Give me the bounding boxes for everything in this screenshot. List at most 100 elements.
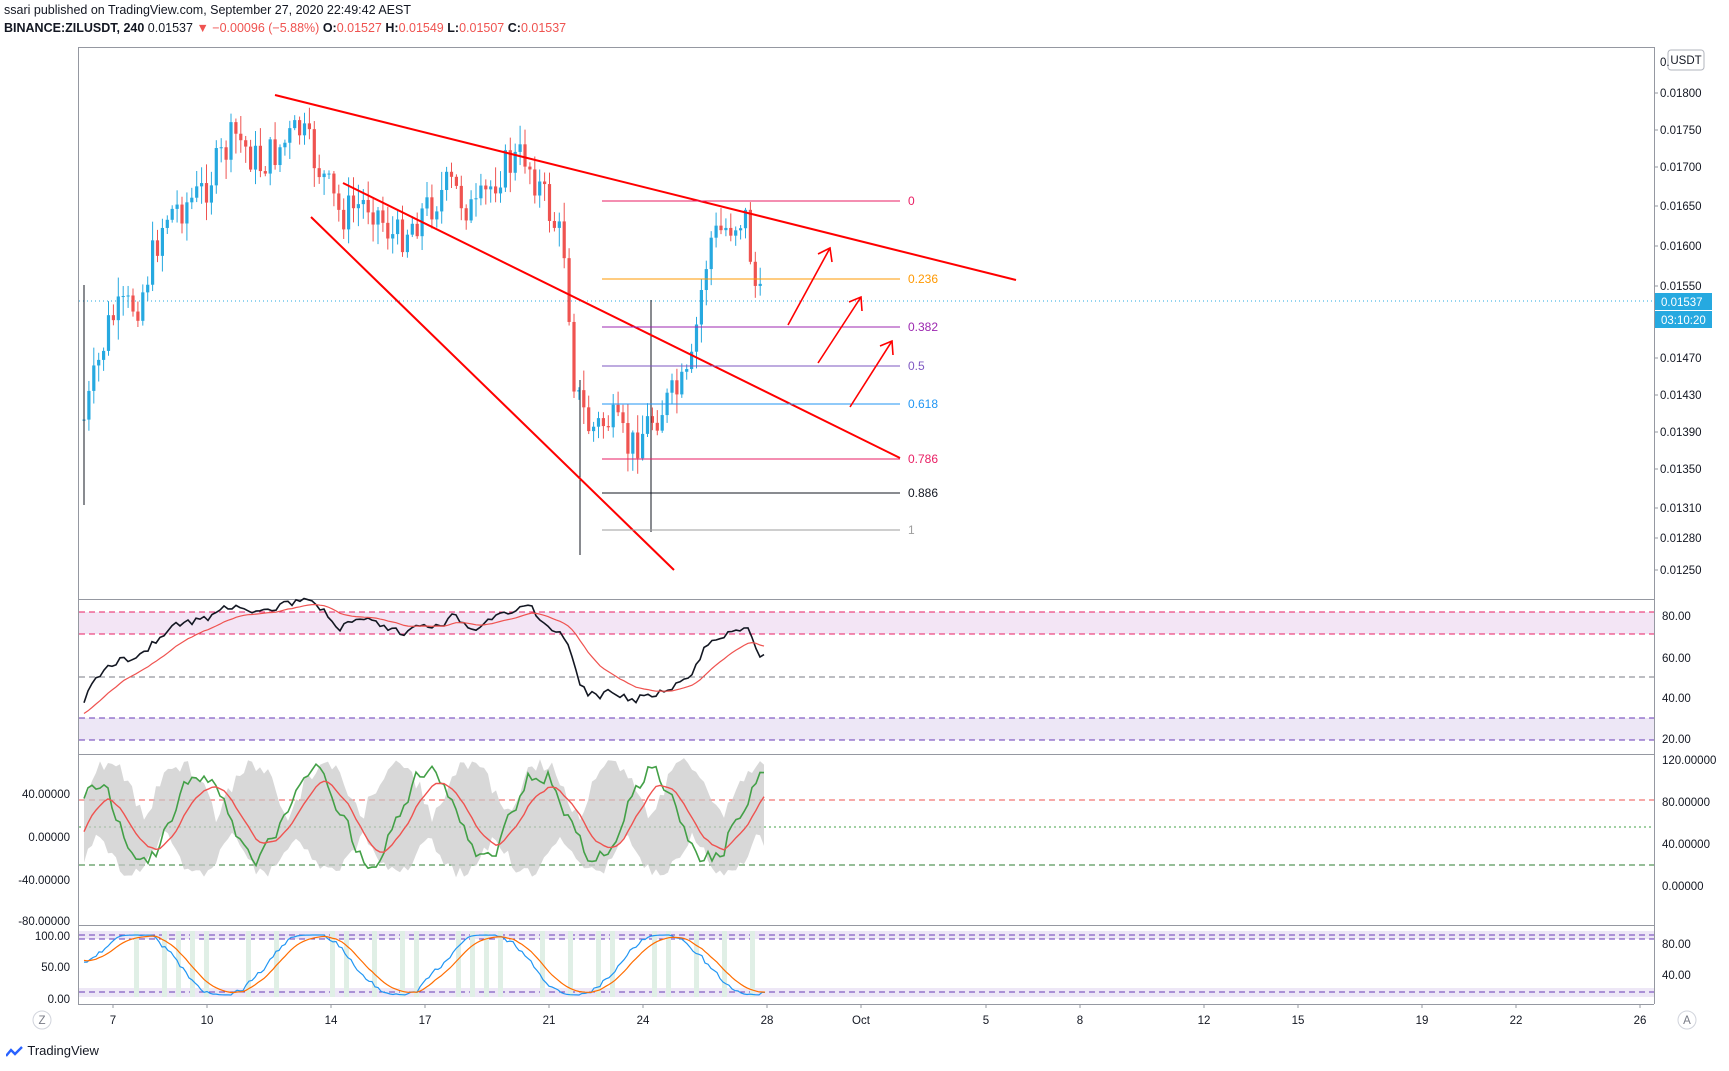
time-tick: 19 (1416, 1015, 1429, 1027)
candle-body (146, 284, 150, 293)
price-tick: 0.01800 (1660, 88, 1702, 100)
candle-body (528, 166, 532, 170)
candle-body (396, 219, 400, 235)
candle-body (224, 147, 228, 160)
candle-body (714, 225, 718, 238)
zoom-buttons[interactable]: Z A (32, 1010, 1697, 1030)
cci-left-tick: 0.00000 (28, 832, 70, 844)
candle-body (655, 422, 659, 431)
candle-body (278, 147, 282, 166)
lower-trendline-outer (310, 216, 675, 571)
price-tick: 0.01550 (1660, 281, 1702, 293)
stoch-highlight (498, 931, 503, 997)
candle-body (180, 204, 184, 224)
candle-body (645, 416, 650, 434)
stoch-highlight (694, 931, 699, 997)
cci-right-tick: 80.00000 (1662, 797, 1710, 809)
candle-body (685, 369, 689, 372)
stoch-highlight (568, 931, 573, 997)
candle-body (606, 426, 610, 428)
trend-lines[interactable] (274, 94, 1017, 571)
price-tick-top: 0. (1660, 57, 1670, 69)
candle-body (626, 423, 630, 454)
stoch-rsi-indicator (83, 931, 766, 997)
candle-body (400, 219, 405, 253)
close-value: 0.01537 (520, 21, 567, 35)
fib-retracement[interactable]: 0 0.236 0.382 0.5 0.618 0.786 0.886 1 (602, 194, 938, 537)
close-label: C: (507, 21, 521, 35)
candle-body (337, 193, 341, 210)
stoch-highlight (400, 931, 405, 997)
candle-body (258, 145, 262, 172)
candle-body (356, 204, 360, 209)
cci-right-tick: 0.00000 (1662, 881, 1704, 893)
candle-body (116, 296, 120, 321)
cci-left-tick: 40.00000 (22, 789, 70, 801)
candle-body (538, 181, 542, 196)
candle-body (160, 227, 164, 256)
candle-body (503, 150, 507, 188)
candle-body (430, 197, 434, 220)
open-value: 0.01527 (336, 21, 382, 35)
cci-right-tick: 40.00000 (1662, 839, 1710, 851)
candle-body (288, 128, 292, 143)
candle-body (489, 186, 493, 190)
candle-body (361, 199, 365, 205)
candle-body (268, 139, 272, 174)
open-label: O: (322, 21, 337, 35)
candle-body (675, 380, 679, 395)
price-tick: 0.01430 (1660, 390, 1702, 402)
time-tick: 24 (637, 1015, 650, 1027)
candle-body (322, 173, 326, 178)
candle-body (121, 296, 125, 298)
upper-trendline (274, 94, 1017, 281)
candle-body (283, 142, 287, 148)
projection-arrows[interactable] (787, 246, 894, 408)
time-axis[interactable]: 7 10 14 17 21 24 28 Oct 5 8 12 15 19 22 26 (110, 1004, 1647, 1027)
candle-body (739, 228, 743, 231)
candle-body (734, 230, 738, 236)
candle-body (753, 261, 757, 286)
candle-body (724, 227, 728, 231)
arrow-3 (849, 339, 894, 408)
candle-body (650, 416, 654, 423)
fib-level-label: 0.786 (908, 452, 938, 466)
tradingview-footer[interactable]: TradingView (6, 1043, 99, 1058)
candle-body (543, 181, 547, 185)
rsi-indicator (83, 597, 765, 714)
fib-level-label: 0.236 (908, 272, 938, 286)
price-tick: 0.01700 (1660, 162, 1702, 174)
candle-body (743, 209, 748, 229)
fib-level-label: 1 (908, 523, 915, 537)
stoch-right-tick: 40.00 (1662, 970, 1691, 982)
candle-body (312, 129, 316, 169)
cci-line (83, 762, 765, 870)
stoch-right-tick: 80.00 (1662, 939, 1691, 951)
stoch-highlight (652, 931, 657, 997)
candle-body (298, 120, 302, 136)
candle-body (547, 184, 552, 221)
currency-badge[interactable]: USDT (1667, 49, 1705, 71)
candle-body (596, 418, 601, 427)
last-price-tag-label: 0.01537 (1661, 297, 1703, 309)
price-change: ▼ −0.00096 (−5.88%) (196, 21, 320, 35)
stoch-d-line (83, 935, 766, 994)
price-tick: 0.01470 (1660, 353, 1702, 365)
candle-body (342, 209, 346, 230)
price-axis[interactable]: 0.01800 0.01750 0.01700 0.01650 0.01600 0.015… (1654, 88, 1702, 577)
candle-body (474, 198, 478, 200)
stoch-highlight (470, 931, 475, 997)
tradingview-logo-icon (6, 1045, 23, 1057)
stoch-highlight (204, 931, 209, 997)
candle-body (106, 315, 111, 351)
stoch-highlight (330, 931, 335, 997)
candle-body (415, 223, 419, 237)
candle-body (616, 404, 620, 413)
candle-body (165, 219, 169, 228)
candle-body (185, 202, 189, 224)
symbol-name[interactable]: BINANCE:ZILUSDT, 240 (4, 21, 145, 35)
candle-body (307, 123, 311, 130)
candle-body (636, 432, 640, 459)
candle-body (170, 208, 174, 220)
